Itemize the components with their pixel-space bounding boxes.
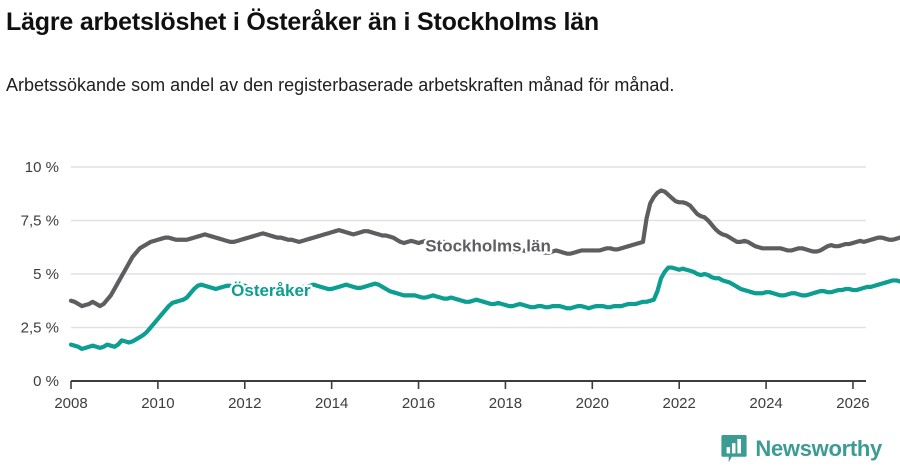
series-label-halo: Stockholms län <box>425 237 551 256</box>
y-axis-tick-label: 10 % <box>25 159 59 176</box>
x-axis-tick-label: 2014 <box>315 395 348 412</box>
newsworthy-logo: Newsworthy <box>721 434 882 464</box>
series-inline-label: Österåker <box>231 281 311 300</box>
x-axis-tick-label: 2016 <box>402 395 435 412</box>
y-axis-tick-labels: 0 % 2,5 % 5 % 7,5 % 10 % <box>21 159 59 390</box>
y-axis-tick-label: 0 % <box>33 373 59 390</box>
x-axis-tick-label: 2024 <box>749 395 782 412</box>
y-axis-tick-label: 2,5 % <box>21 320 59 337</box>
x-axis-tick-label: 2008 <box>54 395 87 412</box>
y-axis-tick-label: 5 % <box>33 266 59 283</box>
gridlines <box>71 166 866 329</box>
bar-chart-bubble-icon <box>721 434 748 464</box>
x-axis-ticks <box>70 381 854 389</box>
x-axis-tick-label: 2012 <box>228 395 261 412</box>
x-axis-tick-label: 2022 <box>663 395 696 412</box>
x-axis-tick-labels: 2008 2010 2012 2014 2016 2018 2020 2022 2024 2026 <box>54 395 869 412</box>
chart-subtitle: Arbetssökande som andel av den registerb… <box>6 75 675 95</box>
x-axis-tick-label: 2026 <box>836 395 869 412</box>
x-axis-tick-label: 2010 <box>141 395 174 412</box>
logo-wordmark: Newsworthy <box>755 436 882 461</box>
series-inline-label: Stockholms län <box>425 237 551 256</box>
series-line <box>68 265 900 351</box>
series-lines <box>68 188 900 351</box>
x-axis-tick-label: 2020 <box>576 395 609 412</box>
y-axis-tick-label: 7,5 % <box>21 213 59 230</box>
x-axis-tick-label: 2018 <box>489 395 522 412</box>
series-line <box>68 188 900 309</box>
series-label-halo: Österåker <box>231 281 311 300</box>
page-title: Lägre arbetslöshet i Österåker än i Stoc… <box>6 8 599 36</box>
